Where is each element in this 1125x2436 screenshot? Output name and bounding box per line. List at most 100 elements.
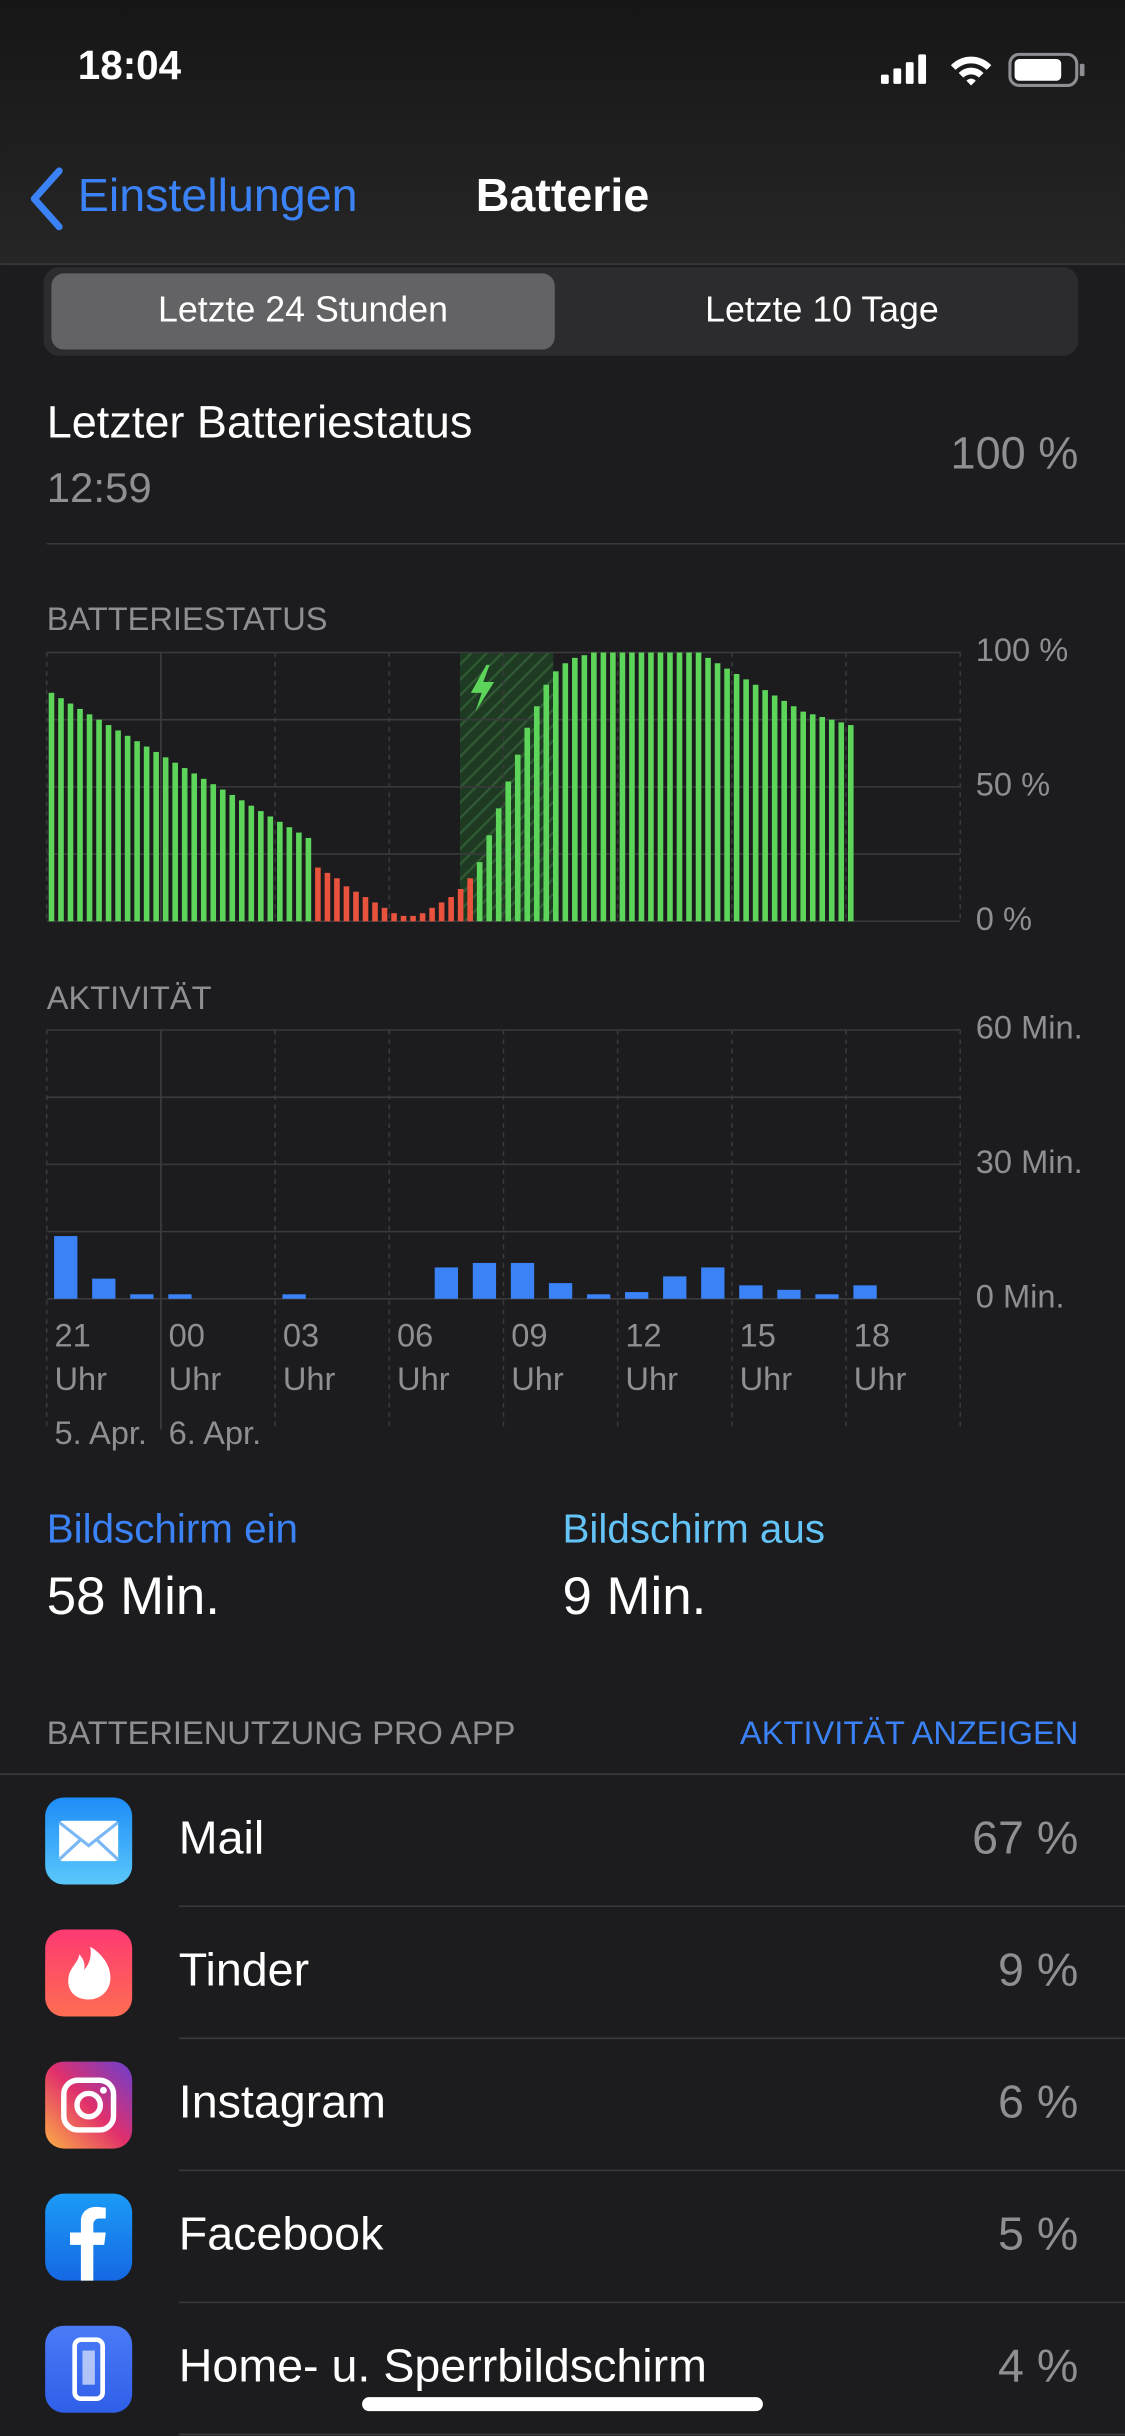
bar (334, 878, 340, 922)
bar (162, 757, 169, 922)
bar (229, 794, 236, 922)
bar (258, 811, 264, 922)
charging-icon (470, 664, 495, 712)
app-value: 67 % (972, 1811, 1078, 1863)
date-label: 5. Apr. (54, 1414, 146, 1451)
bar (591, 652, 597, 922)
bar (67, 703, 74, 922)
bar (581, 655, 588, 922)
segment[interactable]: Letzte 10 Tage (705, 290, 939, 330)
bar (172, 762, 178, 922)
bar (724, 668, 730, 922)
app-name: Instagram (179, 2075, 386, 2127)
bar (667, 652, 673, 922)
bar (743, 679, 749, 922)
bar (762, 690, 768, 922)
screen-on-label: Bildschirm ein (47, 1505, 298, 1551)
bar (200, 778, 207, 922)
x-tick-label: 06 Uhr (397, 1316, 450, 1397)
back-chevron[interactable] (30, 167, 63, 231)
charts: 0 % 50 % 100 % 0 Min. 30 Min. 60 Min. 21 Uhr 5.… (45, 631, 1083, 1451)
app-name: Mail (179, 1811, 264, 1863)
app-icons (45, 1797, 133, 2413)
bar (134, 741, 140, 922)
bar (815, 1294, 839, 1299)
bar (77, 708, 83, 922)
bar (777, 1289, 801, 1299)
bar (714, 663, 721, 922)
bar (819, 717, 826, 922)
x-tick-label: 09 Uhr (511, 1316, 564, 1397)
status-label: Letzter Batteriestatus (47, 397, 473, 448)
bar (548, 1283, 573, 1299)
show-activity[interactable]: AKTIVITÄT ANZEIGEN (740, 1714, 1078, 1751)
bar (472, 1262, 497, 1299)
bar (510, 1262, 535, 1299)
bar (676, 652, 683, 922)
bar (533, 706, 540, 922)
status-icons (880, 52, 1085, 87)
bar (686, 652, 692, 922)
bar (143, 746, 150, 922)
bar (54, 1236, 78, 1299)
app-name: Facebook (179, 2207, 384, 2259)
bar (648, 652, 654, 922)
bar (353, 891, 359, 922)
bar (524, 727, 531, 922)
x-tick-label: 12 Uhr (625, 1316, 678, 1397)
bar (657, 652, 664, 922)
bar (586, 1294, 611, 1299)
bar (48, 692, 55, 922)
bar (434, 1267, 459, 1299)
bar (705, 657, 711, 922)
bar (296, 832, 302, 922)
bar (105, 725, 112, 922)
screen-off-label: Bildschirm aus (563, 1505, 826, 1551)
bar (619, 652, 626, 922)
bar (467, 878, 473, 922)
y-tick-label: 50 % (976, 765, 1050, 802)
app-list: Mail 67 % Tinder 9 % Instagram 6 % Facebook 5 %… (179, 1811, 1125, 2436)
y-tick-label: 0 Min. (976, 1277, 1065, 1314)
bar (343, 886, 350, 922)
bar (695, 652, 702, 922)
bar (476, 862, 483, 922)
bar (800, 711, 807, 922)
app-value: 5 % (998, 2207, 1078, 2259)
segment-selected[interactable] (51, 273, 555, 350)
bar (324, 872, 331, 922)
bar (115, 730, 121, 922)
x-tick-label: 00 Uhr (169, 1316, 222, 1397)
bar (305, 837, 312, 922)
app-value: 6 % (998, 2075, 1078, 2127)
y-tick-label: 60 Min. (976, 1009, 1083, 1046)
bar (610, 652, 616, 922)
bar (381, 907, 388, 922)
header-bg (0, 0, 1125, 265)
bar (181, 768, 188, 922)
bar (362, 897, 369, 922)
bar (486, 835, 492, 922)
x-tick-label: 21 Uhr (54, 1316, 107, 1397)
bar (248, 805, 255, 922)
bar (315, 867, 321, 922)
bar (438, 902, 445, 922)
segment[interactable]: Letzte 24 Stunden (158, 290, 448, 330)
bar (638, 652, 645, 922)
bar (210, 784, 217, 922)
bar (739, 1285, 763, 1299)
chart-title: BATTERIESTATUS (47, 600, 328, 637)
bar (372, 902, 378, 922)
bar (400, 915, 407, 922)
back-button[interactable]: Einstellungen (78, 169, 358, 221)
bar (457, 889, 464, 922)
bar (853, 1285, 877, 1299)
bar (790, 706, 797, 922)
bar (733, 674, 740, 922)
status-value: 100 % (951, 428, 1079, 479)
bar (771, 695, 778, 922)
bar (514, 754, 521, 922)
home-indicator (362, 2397, 763, 2412)
